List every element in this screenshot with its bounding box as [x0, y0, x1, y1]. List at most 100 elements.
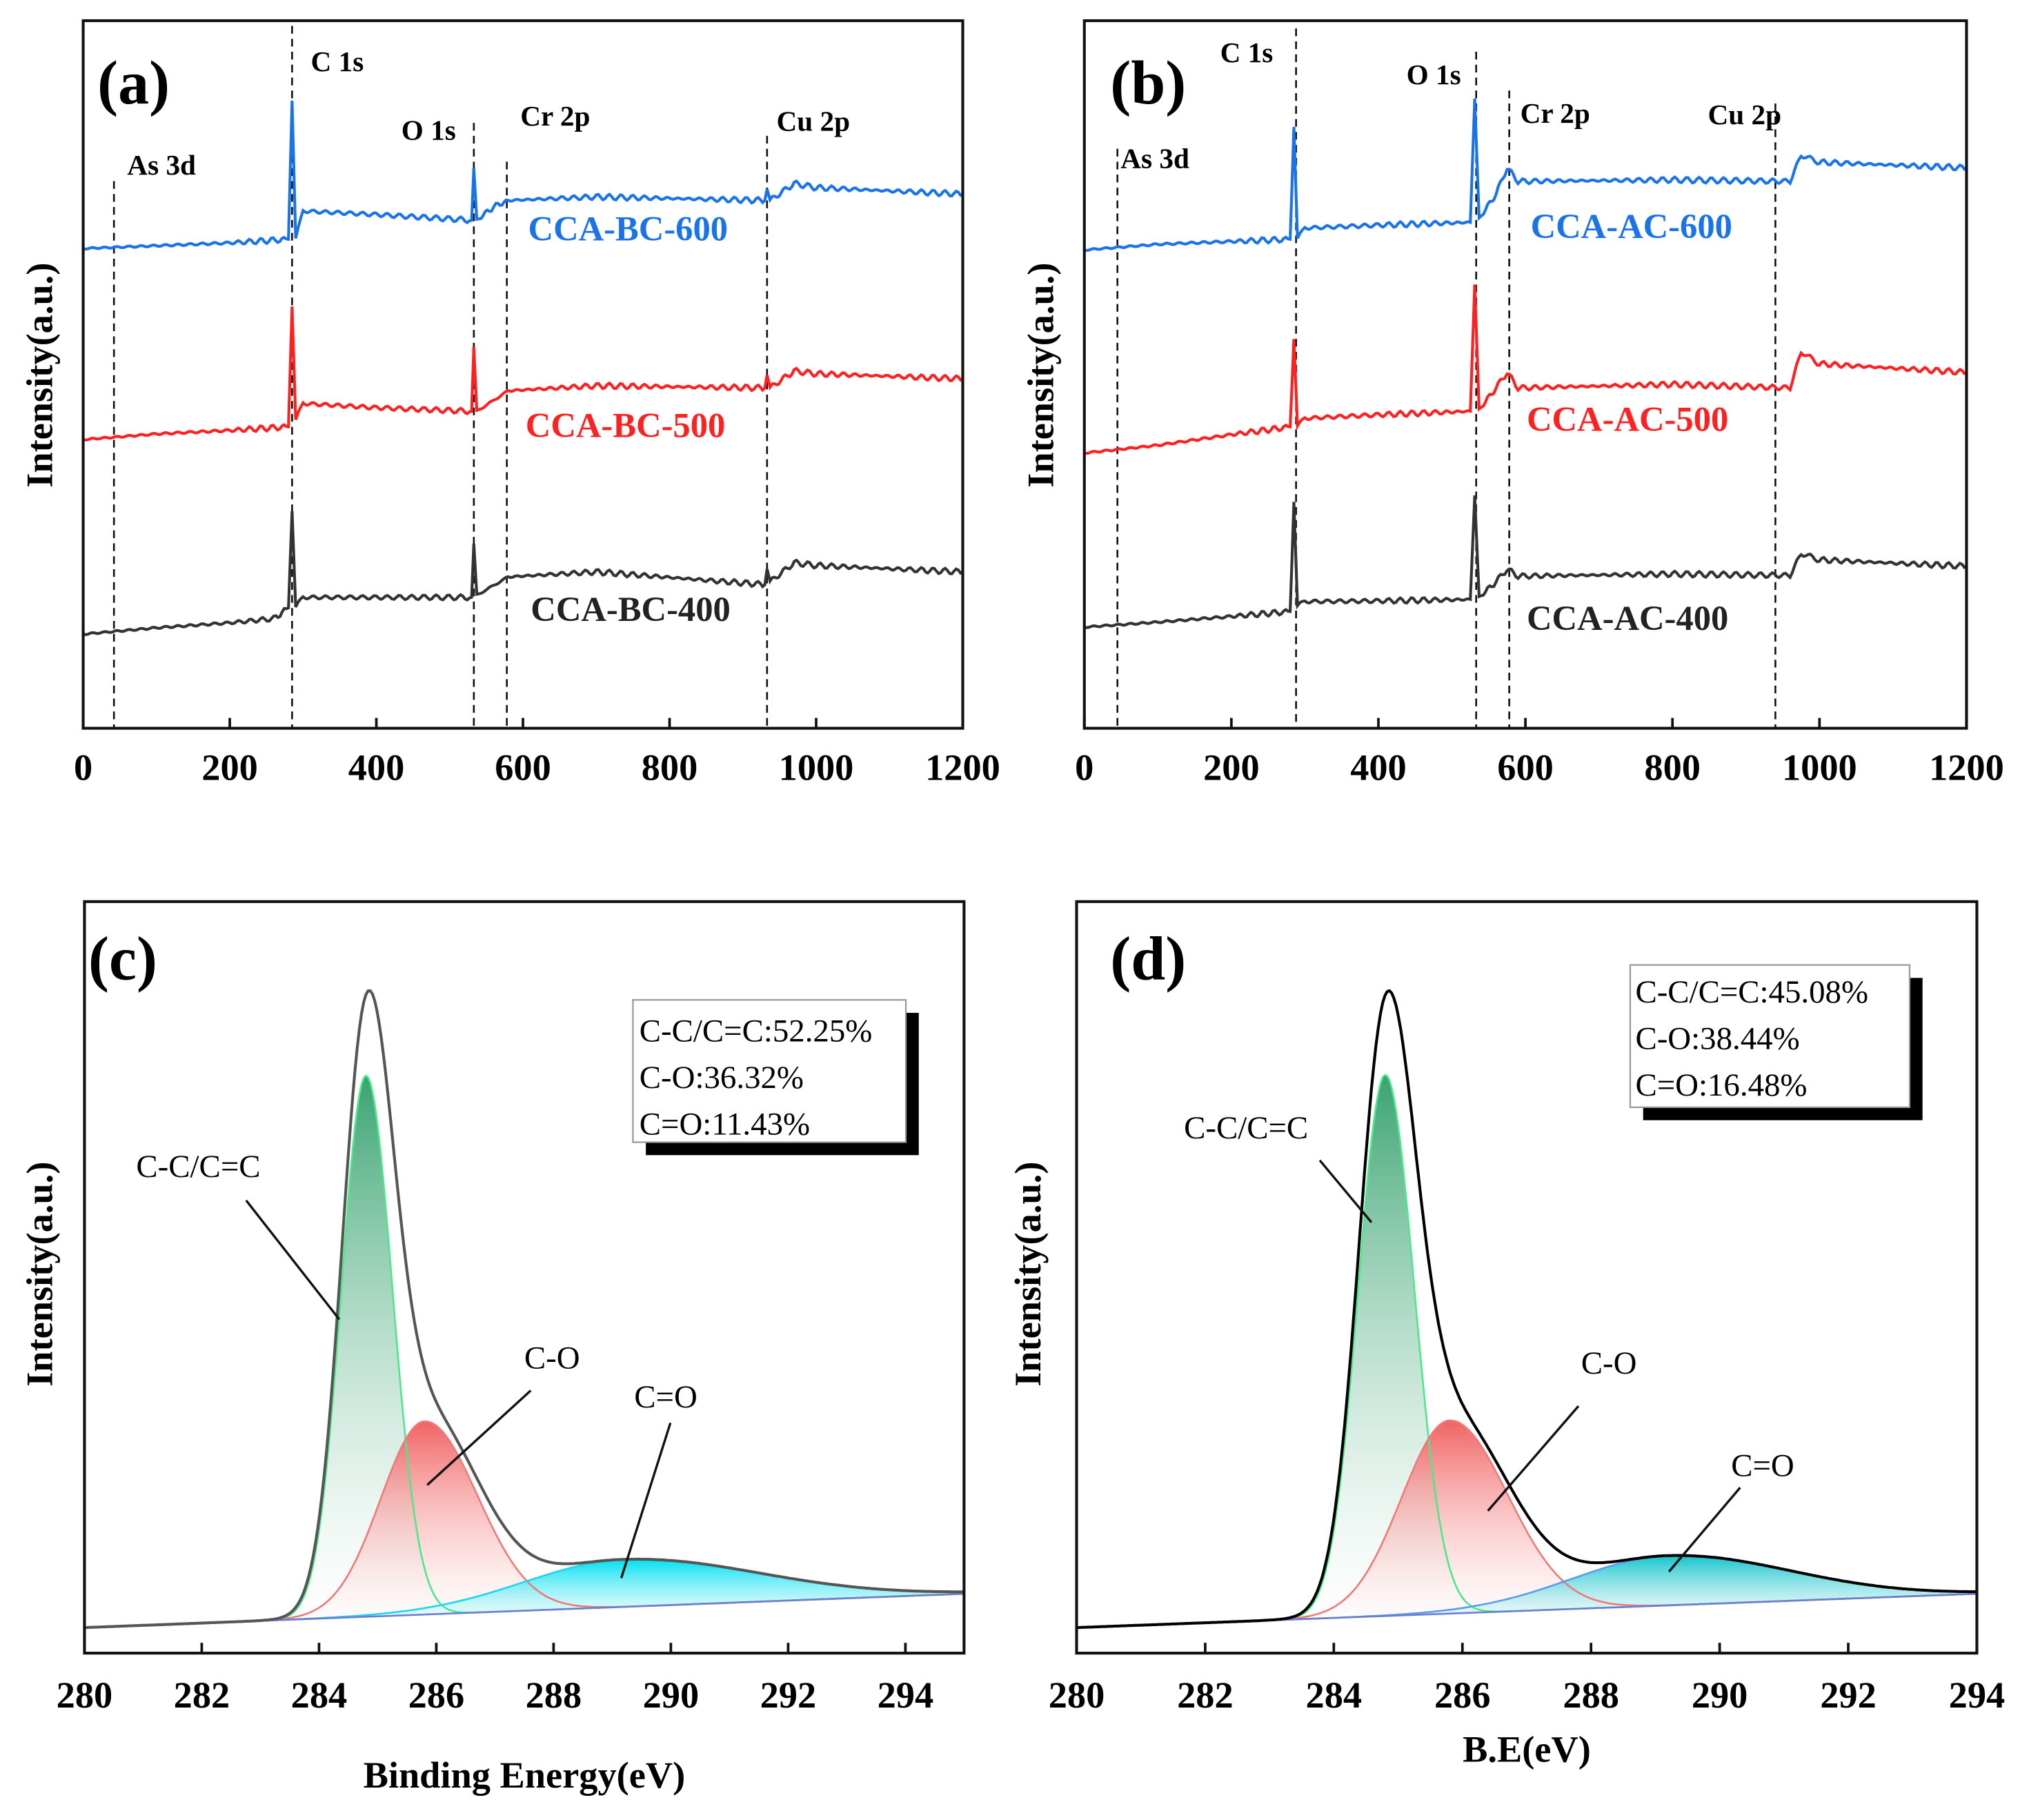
- x-tick-label: 1000: [779, 747, 854, 789]
- legend-cc: C-C/C=C:45.08%: [1635, 974, 1868, 1010]
- x-tick-label: 800: [1644, 747, 1701, 789]
- panel-d-xlabel: B.E(eV): [1463, 1729, 1591, 1770]
- x-tick-label: 0: [74, 747, 92, 789]
- component-fill-2: [1076, 1555, 1977, 1628]
- plot-area: [82, 26, 964, 729]
- leader-line-co: [426, 1389, 532, 1486]
- component-label-c2o: C=O: [1731, 1447, 1794, 1483]
- leader-line-c2o: [1667, 1487, 1741, 1573]
- component-label-c2o: C=O: [634, 1379, 697, 1415]
- peak-label-c1s: C 1s: [311, 46, 364, 77]
- peak-label-cr2p: Cr 2p: [1521, 97, 1590, 129]
- x-tick-label: 400: [348, 747, 405, 789]
- component-label-cc: C-C/C=C: [1184, 1110, 1308, 1146]
- panel-c-ylabel: Intensity(a.u.): [19, 1162, 61, 1387]
- x-tick-label: 290: [643, 1674, 700, 1716]
- series-line-cca-ac-600: [1084, 98, 1968, 253]
- component-label-co: C-O: [1581, 1345, 1637, 1381]
- series-label-500: CCA-AC-500: [1527, 399, 1728, 438]
- x-tick-label: 280: [1049, 1674, 1105, 1716]
- legend-c2o: C=O:11.43%: [640, 1106, 810, 1142]
- peak-label-cu2p: Cu 2p: [1708, 99, 1781, 130]
- x-tick-label: 294: [1949, 1674, 2006, 1716]
- x-tick-label: 284: [1306, 1674, 1363, 1716]
- x-tick-label: 286: [408, 1674, 465, 1716]
- x-tick-label: 0: [1075, 747, 1093, 789]
- legend-co: C-O:36.32%: [640, 1060, 804, 1096]
- plot-frame: [83, 900, 966, 1655]
- series-line-cca-bc-600: [82, 100, 964, 251]
- series-line-cca-ac-500: [1084, 284, 1968, 455]
- x-tick-label: 286: [1434, 1674, 1491, 1716]
- legend-co: C-O:38.44%: [1635, 1021, 1799, 1057]
- leader-line-co: [1487, 1405, 1580, 1512]
- peak-label-o1s: O 1s: [402, 114, 456, 146]
- component-fill-1: [1076, 1420, 1977, 1628]
- legend-c2o: C=O:16.48%: [1635, 1067, 1807, 1103]
- panel-b-label: (b): [1110, 49, 1186, 117]
- series-label-500: CCA-BC-500: [526, 406, 726, 445]
- envelope-line: [84, 989, 964, 1630]
- panel-a-label: (a): [97, 49, 170, 117]
- series-label-600: CCA-BC-600: [528, 210, 729, 248]
- peak-label-cr2p: Cr 2p: [520, 100, 590, 132]
- envelope-line: [1076, 989, 1977, 1630]
- x-tick-label: 280: [57, 1674, 113, 1716]
- panel-a-ylabel: Intensity(a.u.): [19, 263, 61, 488]
- series-line-cca-ac-400: [1084, 495, 1968, 629]
- component-fill-2: [84, 1559, 964, 1628]
- series-label-600: CCA-AC-600: [1531, 207, 1732, 246]
- legend-box: [1629, 964, 1911, 1109]
- series-line-cca-bc-400: [83, 511, 964, 636]
- legend-box: [632, 999, 907, 1143]
- panel-b-ylabel: Intensity(a.u.): [1020, 263, 1062, 488]
- series-label-400: CCA-BC-400: [531, 590, 731, 629]
- series-label-400: CCA-AC-400: [1527, 599, 1728, 637]
- x-tick-label: 294: [878, 1674, 934, 1716]
- panel-c-annotations: C-C/C=C:52.25% C-O:36.32% C=O:11.43% C-C…: [136, 999, 919, 1579]
- panel-d-annotations: C-C/C=C:45.08% C-O:38.44% C=O:16.48% C-C…: [1184, 964, 1923, 1573]
- peak-label-as3d: As 3d: [127, 149, 196, 181]
- panel-c: (c) Intensity(a.u.) Binding Energy(eV) 2…: [19, 900, 966, 1796]
- panel-d-ylabel: Intensity(a.u.): [1007, 1162, 1049, 1387]
- leader-line-c2o: [620, 1422, 672, 1579]
- x-tick-label: 288: [1563, 1674, 1619, 1716]
- panel-d-label: (d): [1110, 924, 1186, 993]
- x-tick-label: 282: [1177, 1674, 1234, 1716]
- plot-area: [1076, 989, 1977, 1630]
- x-tick-label: 1200: [1929, 747, 2004, 789]
- component-label-co: C-O: [524, 1341, 580, 1376]
- x-tick-label: 292: [760, 1674, 817, 1716]
- x-tick-label: 200: [201, 747, 258, 789]
- peak-label-o1s: O 1s: [1407, 59, 1461, 90]
- x-tick-label: 284: [291, 1674, 348, 1716]
- plot-area: [1084, 28, 1968, 729]
- x-tick-label: 282: [174, 1674, 230, 1716]
- x-tick-label: 200: [1203, 747, 1260, 789]
- x-tick-label: 600: [1497, 747, 1554, 789]
- panel-c-label: (c): [88, 924, 157, 993]
- leader-line-cc: [1318, 1159, 1373, 1223]
- leader-line-cc: [245, 1199, 341, 1321]
- panel-c-xlabel: Binding Energy(eV): [364, 1754, 686, 1796]
- panel-a: (a) Intensity(a.u.) As 3d C 1s O 1s Cr 2…: [19, 19, 1000, 789]
- legend-cc: C-C/C=C:52.25%: [640, 1013, 873, 1049]
- series-line-cca-bc-500: [83, 306, 964, 442]
- x-tick-label: 290: [1692, 1674, 1748, 1716]
- peak-label-as3d: As 3d: [1120, 143, 1189, 175]
- plot-frame: [1075, 900, 1979, 1655]
- plot-area: [84, 989, 964, 1630]
- x-tick-label: 1000: [1782, 747, 1857, 789]
- x-tick-label: 1200: [925, 747, 1000, 789]
- x-tick-label: 288: [526, 1674, 582, 1716]
- component-label-cc: C-C/C=C: [136, 1149, 260, 1185]
- peak-label-cu2p: Cu 2p: [777, 105, 851, 137]
- x-tick-label: 400: [1350, 747, 1407, 789]
- x-tick-label: 800: [642, 747, 698, 789]
- peak-label-c1s: C 1s: [1220, 37, 1274, 68]
- panel-b: (b) Intensity(a.u.) As 3d C 1s O 1s Cr 2…: [1020, 19, 2004, 789]
- x-tick-label: 600: [495, 747, 551, 789]
- panel-d: (d) Intensity(a.u.) B.E(eV) 280 282 284 286…: [1007, 900, 2006, 1770]
- x-tick-label: 292: [1820, 1674, 1877, 1716]
